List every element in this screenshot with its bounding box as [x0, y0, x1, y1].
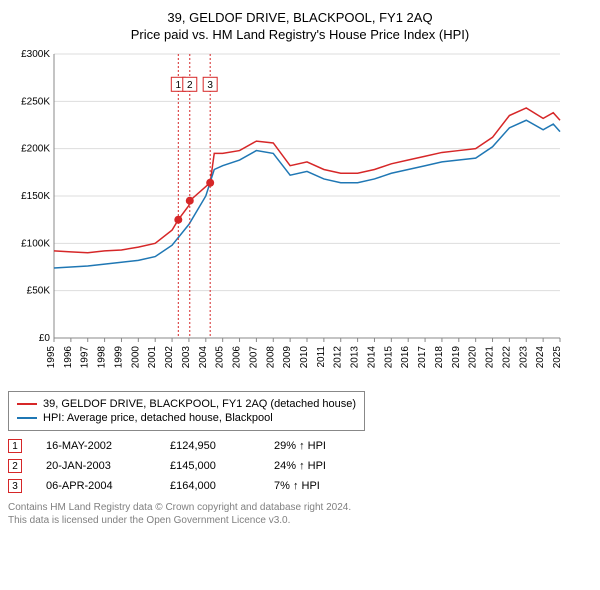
svg-text:£300K: £300K: [21, 50, 50, 60]
legend-swatch: [17, 403, 37, 405]
event-marker: 3: [8, 479, 22, 493]
svg-text:2007: 2007: [248, 346, 259, 369]
price-chart: £0 £50K £100K £150K £200K £250K £300K 1995 1996 1…: [8, 50, 592, 385]
event-delta: 29% ↑ HPI: [274, 440, 354, 452]
svg-text:2018: 2018: [434, 346, 445, 369]
legend-item: 39, GELDOF DRIVE, BLACKPOOL, FY1 2AQ (de…: [17, 398, 356, 410]
svg-text:£50K: £50K: [27, 286, 51, 297]
svg-text:2009: 2009: [282, 346, 293, 369]
sale-events-table: 1 16-MAY-2002 £124,950 29% ↑ HPI 2 20-JAN-200…: [8, 439, 592, 493]
svg-text:2017: 2017: [417, 346, 428, 369]
svg-text:2025: 2025: [552, 346, 563, 369]
svg-text:1: 1: [176, 80, 182, 91]
svg-text:2021: 2021: [485, 346, 496, 369]
event-price: £145,000: [170, 460, 250, 472]
svg-text:2016: 2016: [400, 346, 411, 369]
svg-text:2011: 2011: [316, 346, 327, 368]
sale-event-row: 1 16-MAY-2002 £124,950 29% ↑ HPI: [8, 439, 592, 453]
event-date: 20-JAN-2003: [46, 460, 146, 472]
legend-label: HPI: Average price, detached house, Blac…: [43, 412, 273, 424]
svg-text:2012: 2012: [333, 346, 344, 369]
chart-legend: 39, GELDOF DRIVE, BLACKPOOL, FY1 2AQ (de…: [8, 391, 365, 431]
svg-text:2001: 2001: [147, 346, 158, 369]
svg-text:2023: 2023: [518, 346, 529, 369]
svg-text:2005: 2005: [215, 346, 226, 369]
event-delta: 24% ↑ HPI: [274, 460, 354, 472]
svg-text:2002: 2002: [164, 346, 175, 369]
footnote-line: This data is licensed under the Open Gov…: [8, 514, 592, 527]
svg-text:1997: 1997: [80, 346, 91, 369]
svg-text:2014: 2014: [366, 346, 377, 369]
svg-text:2008: 2008: [265, 346, 276, 369]
svg-text:2: 2: [187, 80, 193, 91]
sale-event-row: 2 20-JAN-2003 £145,000 24% ↑ HPI: [8, 459, 592, 473]
legend-label: 39, GELDOF DRIVE, BLACKPOOL, FY1 2AQ (de…: [43, 398, 356, 410]
legend-swatch: [17, 417, 37, 419]
page-subtitle: Price paid vs. HM Land Registry's House …: [8, 27, 592, 42]
svg-text:£250K: £250K: [21, 96, 50, 107]
svg-text:2004: 2004: [198, 346, 209, 369]
svg-text:£150K: £150K: [21, 191, 50, 202]
svg-text:1998: 1998: [97, 346, 108, 369]
svg-text:2020: 2020: [468, 346, 479, 369]
svg-text:2013: 2013: [350, 346, 361, 369]
footnote-line: Contains HM Land Registry data © Crown c…: [8, 501, 592, 514]
svg-text:2024: 2024: [535, 346, 546, 369]
svg-text:2015: 2015: [383, 346, 394, 369]
event-date: 06-APR-2004: [46, 480, 146, 492]
svg-text:2003: 2003: [181, 346, 192, 369]
sale-event-row: 3 06-APR-2004 £164,000 7% ↑ HPI: [8, 479, 592, 493]
svg-text:2019: 2019: [451, 346, 462, 369]
legend-item: HPI: Average price, detached house, Blac…: [17, 412, 356, 424]
event-price: £164,000: [170, 480, 250, 492]
svg-text:1999: 1999: [113, 346, 124, 369]
svg-text:2006: 2006: [232, 346, 243, 369]
svg-text:£0: £0: [39, 333, 51, 344]
footnote: Contains HM Land Registry data © Crown c…: [8, 501, 592, 527]
svg-text:2000: 2000: [130, 346, 141, 369]
page-title: 39, GELDOF DRIVE, BLACKPOOL, FY1 2AQ: [8, 10, 592, 25]
event-delta: 7% ↑ HPI: [274, 480, 354, 492]
event-date: 16-MAY-2002: [46, 440, 146, 452]
svg-text:3: 3: [207, 80, 213, 91]
svg-text:£200K: £200K: [21, 144, 50, 155]
svg-text:2022: 2022: [501, 346, 512, 369]
event-marker: 1: [8, 439, 22, 453]
event-price: £124,950: [170, 440, 250, 452]
svg-text:1995: 1995: [46, 346, 57, 369]
svg-text:1996: 1996: [63, 346, 74, 369]
event-marker: 2: [8, 459, 22, 473]
svg-text:2010: 2010: [299, 346, 310, 369]
svg-text:£100K: £100K: [21, 238, 50, 249]
